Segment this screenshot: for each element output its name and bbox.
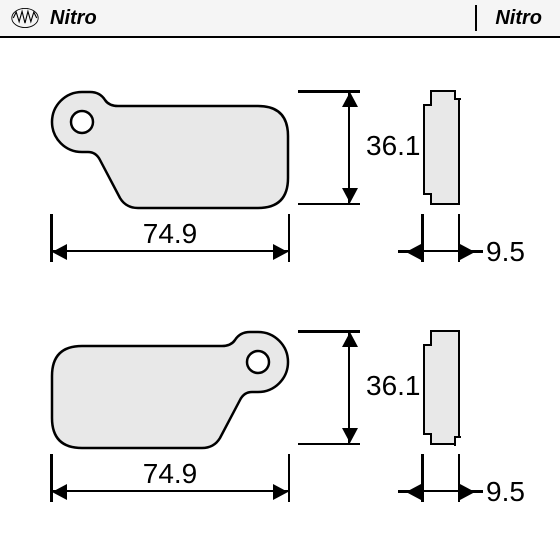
- pad-bottom-side-icon: [430, 330, 460, 445]
- dim-bottom-height-value: 36.1: [366, 370, 421, 402]
- header: Nitro Nitro: [0, 0, 560, 36]
- header-left: Nitro: [10, 7, 97, 30]
- dim-top-height-value: 36.1: [366, 130, 421, 162]
- pad-top-front-icon: [50, 90, 290, 220]
- pad-bottom-front-icon: [50, 330, 290, 460]
- dim-bottom-thickness-value: 9.5: [486, 476, 525, 508]
- brand-logo-icon: [10, 7, 40, 29]
- brand-name-left: Nitro: [50, 7, 97, 30]
- dim-top-width-value: 74.9: [50, 218, 290, 250]
- pad-top-side-icon: [430, 90, 460, 205]
- brand-name-right: Nitro: [495, 7, 542, 30]
- header-right: Nitro: [475, 5, 542, 31]
- dim-top-thickness-value: 9.5: [486, 236, 525, 268]
- pad-bottom-group: 36.1 74.9 9.5: [0, 300, 560, 530]
- dim-bottom-width-value: 74.9: [50, 458, 290, 490]
- diagram-area: 36.1 74.9 9.5: [0, 38, 560, 560]
- pad-top-group: 36.1 74.9 9.5: [0, 60, 560, 290]
- header-divider-icon: [475, 5, 477, 31]
